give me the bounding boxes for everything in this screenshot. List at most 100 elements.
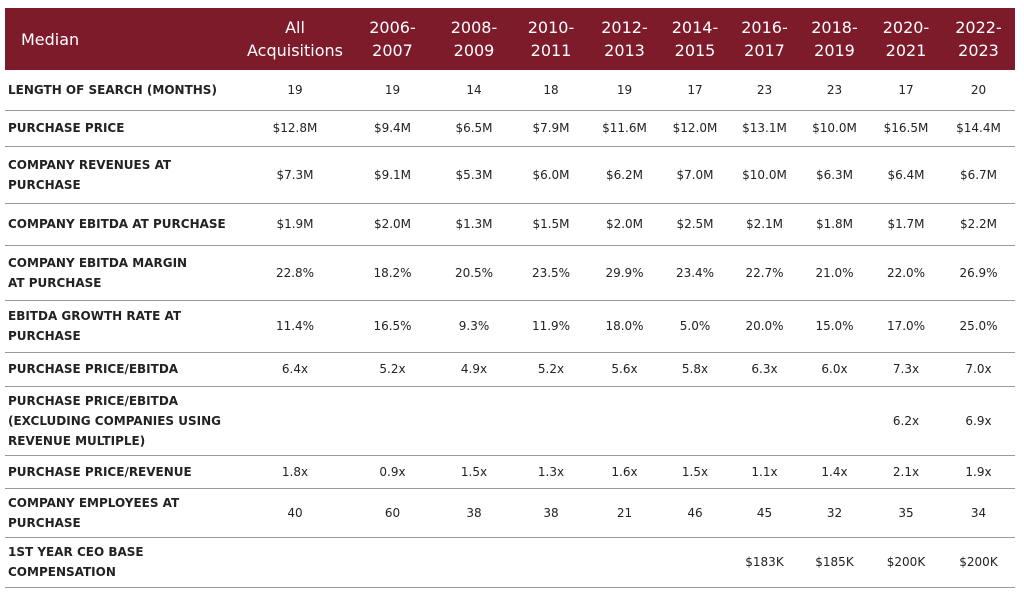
value-cell: 23 bbox=[730, 70, 799, 111]
row-label: COMPANY EBITDA MARGIN AT PURCHASE bbox=[5, 245, 240, 301]
value-cell: $185K bbox=[799, 537, 870, 588]
row-label: 1ST YEAR CEO BASE COMPENSATION bbox=[5, 537, 240, 588]
empty-cell bbox=[350, 537, 435, 588]
table-row: COMPANY REVENUES AT PURCHASE $7.3M $9.1M $5.… bbox=[5, 146, 1015, 204]
row-label-text: PURCHASE bbox=[8, 329, 81, 343]
empty-cell bbox=[660, 537, 730, 588]
value-cell: $1.9M bbox=[240, 203, 350, 246]
value-cell: 9.3% bbox=[435, 300, 513, 353]
value-cell: 1.3x bbox=[513, 455, 589, 489]
value-cell: $5.3M bbox=[435, 146, 513, 204]
value-cell: 11.9% bbox=[513, 300, 589, 353]
header-text: 2012- bbox=[601, 18, 648, 37]
empty-cell bbox=[589, 537, 660, 588]
table-row: EBITDA GROWTH RATE AT PURCHASE 11.4% 16.5% 9… bbox=[5, 300, 1015, 353]
value-cell: 6.9x bbox=[942, 386, 1015, 456]
value-cell: 18.2% bbox=[350, 245, 435, 301]
value-cell: 7.3x bbox=[870, 352, 942, 387]
empty-cell bbox=[435, 386, 513, 456]
value-cell: $16.5M bbox=[870, 110, 942, 147]
row-label-text: REVENUE MULTIPLE) bbox=[8, 433, 146, 448]
value-cell: 0.9x bbox=[350, 455, 435, 489]
value-cell: 22.0% bbox=[870, 245, 942, 301]
value-cell: 1.8x bbox=[240, 455, 350, 489]
table-row: 1ST YEAR CEO BASE COMPENSATION $183K $185K $… bbox=[5, 537, 1015, 588]
value-cell: 23.4% bbox=[660, 245, 730, 301]
value-cell: 1.9x bbox=[942, 455, 1015, 489]
value-cell: 6.2x bbox=[870, 386, 942, 456]
value-cell: 11.4% bbox=[240, 300, 350, 353]
value-cell: $1.8M bbox=[799, 203, 870, 246]
value-cell: $2.5M bbox=[660, 203, 730, 246]
row-label: COMPANY EMPLOYEES AT PURCHASE bbox=[5, 488, 240, 538]
value-cell: $14.4M bbox=[942, 110, 1015, 147]
empty-cell bbox=[240, 386, 350, 456]
empty-cell bbox=[660, 386, 730, 456]
row-label-text: PURCHASE PRICE bbox=[8, 121, 125, 135]
value-cell: $200K bbox=[870, 537, 942, 588]
table-row: COMPANY EBITDA MARGIN AT PURCHASE 22.8% 18.… bbox=[5, 245, 1015, 301]
value-cell: 19 bbox=[589, 70, 660, 111]
value-cell: 40 bbox=[240, 488, 350, 538]
row-label-text: COMPANY EBITDA AT PURCHASE bbox=[8, 217, 226, 231]
value-cell: 45 bbox=[730, 488, 799, 538]
value-cell: 38 bbox=[513, 488, 589, 538]
value-cell: 19 bbox=[240, 70, 350, 111]
row-label: PURCHASE PRICE bbox=[5, 110, 240, 147]
header-text: 2017 bbox=[744, 41, 785, 60]
value-cell: $11.6M bbox=[589, 110, 660, 147]
value-cell: $6.0M bbox=[513, 146, 589, 204]
table-row: COMPANY EMPLOYEES AT PURCHASE 40 60 38 38 21 46… bbox=[5, 488, 1015, 538]
empty-cell bbox=[513, 537, 589, 588]
value-cell: $6.2M bbox=[589, 146, 660, 204]
row-label: PURCHASE PRICE/EBITDA bbox=[5, 352, 240, 387]
value-cell: 17 bbox=[660, 70, 730, 111]
value-cell: 25.0% bbox=[942, 300, 1015, 353]
table-row: COMPANY EBITDA AT PURCHASE $1.9M $2.0M $1.3… bbox=[5, 203, 1015, 246]
table-wrap: Median All Acquisitions 2006- 2007 2008- 2009 2… bbox=[5, 8, 1015, 588]
value-cell: 5.2x bbox=[513, 352, 589, 387]
row-label: COMPANY EBITDA AT PURCHASE bbox=[5, 203, 240, 246]
value-cell: 1.5x bbox=[660, 455, 730, 489]
row-label-text: COMPANY EBITDA MARGIN bbox=[8, 255, 188, 270]
header-cell: 2022- 2023 bbox=[942, 8, 1015, 70]
header-cell: 2012- 2013 bbox=[589, 8, 660, 70]
value-cell: $12.0M bbox=[660, 110, 730, 147]
value-cell: $183K bbox=[730, 537, 799, 588]
value-cell: 6.3x bbox=[730, 352, 799, 387]
header-cell: 2014- 2015 bbox=[660, 8, 730, 70]
header-text: 2022- bbox=[955, 18, 1002, 37]
row-label-text: EBITDA GROWTH RATE AT bbox=[8, 309, 182, 323]
value-cell: 5.8x bbox=[660, 352, 730, 387]
header-cell: All Acquisitions bbox=[240, 8, 350, 70]
header-text: 2018- bbox=[811, 18, 858, 37]
value-cell: 20.0% bbox=[730, 300, 799, 353]
value-cell: 4.9x bbox=[435, 352, 513, 387]
value-cell: $9.1M bbox=[350, 146, 435, 204]
row-label-text: LENGTH OF SEARCH (MONTHS) bbox=[8, 82, 217, 97]
header-text: 2011 bbox=[530, 41, 572, 60]
table-row: PURCHASE PRICE/EBITDA (EXCLUDING COMPANIE… bbox=[5, 386, 1015, 456]
value-cell: $13.1M bbox=[730, 110, 799, 147]
value-cell: $10.0M bbox=[799, 110, 870, 147]
header-text: 2016- bbox=[741, 18, 788, 37]
table-row: LENGTH OF SEARCH (MONTHS) 19 19 14 18 19 17 23 2… bbox=[5, 70, 1015, 111]
value-cell: $7.9M bbox=[513, 110, 589, 147]
header-text: 2015 bbox=[674, 41, 716, 60]
row-label: PURCHASE PRICE/REVENUE bbox=[5, 455, 240, 489]
empty-cell bbox=[589, 386, 660, 456]
value-cell: $1.5M bbox=[513, 203, 589, 246]
empty-cell bbox=[730, 386, 799, 456]
header-text: 2019 bbox=[814, 41, 855, 60]
value-cell: $1.7M bbox=[870, 203, 942, 246]
value-cell: $6.5M bbox=[435, 110, 513, 147]
value-cell: 29.9% bbox=[589, 245, 660, 301]
value-cell: 7.0x bbox=[942, 352, 1015, 387]
value-cell: 34 bbox=[942, 488, 1015, 538]
value-cell: $2.1M bbox=[730, 203, 799, 246]
data-table: Median All Acquisitions 2006- 2007 2008- 2009 2… bbox=[5, 8, 1015, 588]
value-cell: 38 bbox=[435, 488, 513, 538]
row-label: PURCHASE PRICE/EBITDA (EXCLUDING COMPANIE… bbox=[5, 386, 240, 456]
value-cell: 18 bbox=[513, 70, 589, 111]
